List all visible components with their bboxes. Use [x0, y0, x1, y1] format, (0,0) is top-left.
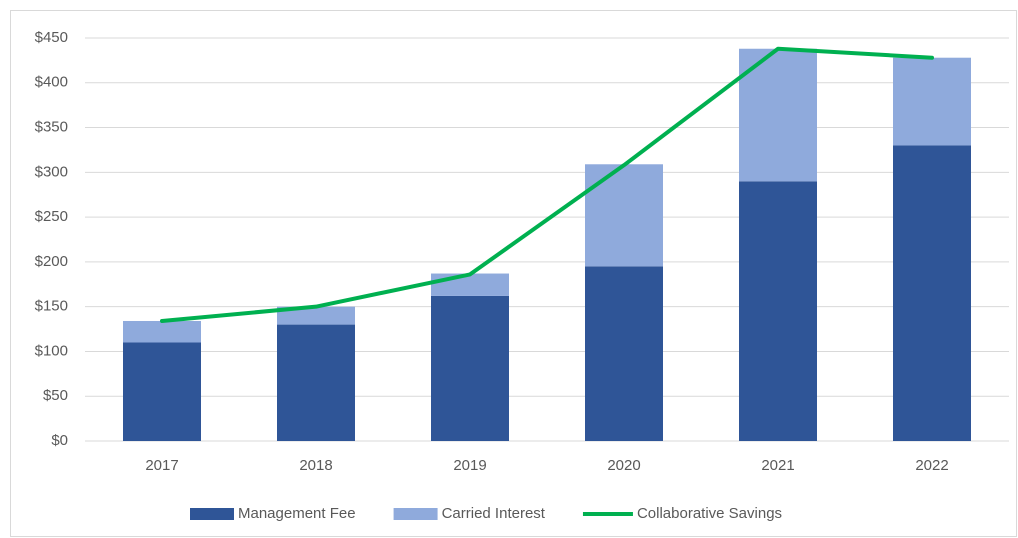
legend-label: Collaborative Savings: [637, 505, 782, 522]
bar: [123, 342, 201, 441]
x-tick-label: 2020: [607, 457, 640, 474]
line: [160, 46, 934, 323]
bar: [893, 57, 971, 146]
legend-label: Carried Interest: [442, 505, 546, 522]
x-tick-label: 2022: [915, 457, 948, 474]
legend-swatch: [393, 508, 438, 520]
bar: [277, 324, 355, 441]
bar: [277, 306, 355, 325]
y-tick-label: $250: [35, 208, 68, 225]
y-tick-label: $50: [43, 387, 68, 404]
bar: [585, 266, 663, 441]
bar: [123, 320, 201, 343]
x-tick-label: 2017: [145, 457, 178, 474]
bar: [585, 164, 663, 267]
y-tick-label: $350: [35, 119, 68, 136]
bar: [431, 295, 509, 441]
y-tick-label: $400: [35, 74, 68, 91]
y-tick-label: $150: [35, 298, 68, 315]
legend-swatch: [190, 508, 234, 520]
chart-frame: [10, 10, 1017, 537]
x-tick-label: 2019: [453, 457, 486, 474]
y-tick-label: $200: [35, 253, 68, 270]
y-tick-label: $450: [35, 29, 68, 46]
y-tick-label: $100: [35, 342, 68, 359]
x-tick-label: 2021: [761, 457, 794, 474]
bar: [893, 145, 971, 441]
y-tick-label: $0: [51, 432, 68, 449]
bar: [739, 181, 817, 442]
bar: [431, 273, 509, 296]
legend-label: Management Fee: [238, 505, 356, 522]
x-tick-label: 2018: [299, 457, 332, 474]
y-tick-label: $300: [35, 163, 68, 180]
